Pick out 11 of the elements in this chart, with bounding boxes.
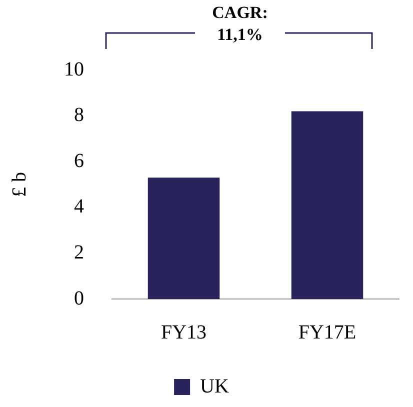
legend-label: UK xyxy=(200,375,230,398)
y-tick-label: 2 xyxy=(74,241,84,264)
x-tick-label: FY17E xyxy=(298,321,356,344)
text: CAGR: 11,1% xyxy=(195,2,285,46)
y-tick-label: 8 xyxy=(74,104,84,126)
y-tick-label: 4 xyxy=(74,196,84,218)
y-tick-label: 6 xyxy=(74,150,84,172)
y-tick-label: 0 xyxy=(74,287,84,310)
y-axis-title: £ b xyxy=(8,172,30,197)
x-tick-label: FY13 xyxy=(160,321,207,344)
y-tick-label: 10 xyxy=(64,58,84,80)
